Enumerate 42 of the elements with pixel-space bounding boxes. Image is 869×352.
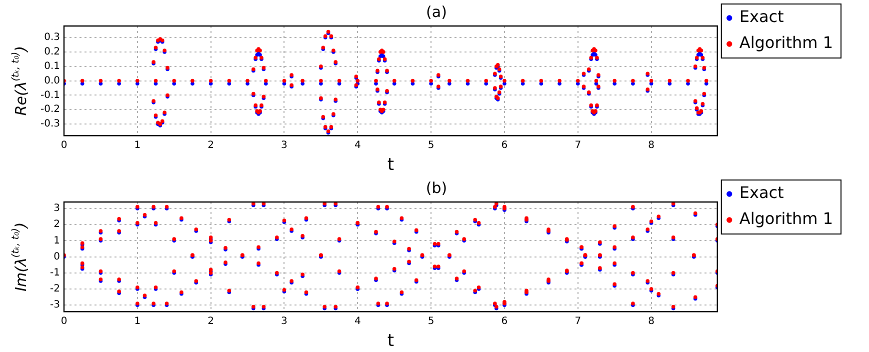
x-tick-label: 4	[354, 140, 361, 152]
x-tick-label: 0	[60, 316, 68, 328]
y-tick-label: -0.3	[40, 118, 60, 130]
x-tick-label: 5	[428, 316, 434, 328]
x-tick-label: 8	[648, 140, 654, 152]
x-axis-title: t	[387, 155, 394, 176]
x-axis-title: t	[387, 331, 394, 352]
y-tick-label: -3	[50, 300, 60, 311]
y-tick-label: -0.1	[40, 90, 60, 101]
y-tick-label: 2	[54, 219, 60, 230]
y-tick-label: 0.2	[44, 46, 60, 58]
y-tick-label: 3	[54, 203, 60, 214]
y-tick-label: 0.3	[44, 32, 60, 44]
chart-title: (b)	[426, 178, 448, 197]
y-axis-title: Im(λ(tₖ, t₀))	[10, 222, 30, 292]
legend-label: Exact	[739, 183, 784, 202]
x-tick-label: 5	[428, 140, 434, 152]
y-tick-label: 1	[54, 235, 60, 246]
x-tick-label: 6	[501, 140, 508, 152]
x-tick-label: 4	[354, 316, 361, 328]
y-tick-label: -0.2	[40, 104, 60, 116]
x-tick-label: 7	[574, 316, 582, 328]
y-tick-label: -1	[50, 268, 60, 279]
legend-label: Exact	[739, 7, 784, 26]
x-tick-label: 0	[60, 140, 68, 152]
x-tick-label: 2	[208, 140, 214, 152]
y-axis-title: Re(λ(tₖ, t₀))	[10, 46, 30, 116]
y-tick-label: -2	[50, 284, 60, 295]
x-tick-label: 1	[134, 316, 141, 328]
y-tick-label: 0	[54, 251, 60, 262]
x-tick-label: 3	[281, 316, 288, 328]
x-tick-label: 3	[281, 140, 288, 152]
legend-label: Algorithm 1	[739, 209, 833, 228]
x-tick-label: 1	[134, 140, 141, 152]
x-tick-label: 6	[501, 316, 508, 328]
y-tick-label: 0.1	[44, 60, 60, 72]
x-tick-label: 7	[574, 140, 582, 152]
chart-title: (a)	[426, 2, 447, 21]
legend-label: Algorithm 1	[739, 33, 833, 52]
x-tick-label: 8	[648, 316, 654, 328]
x-tick-label: 2	[208, 316, 214, 328]
y-tick-label: 0.0	[44, 75, 60, 86]
